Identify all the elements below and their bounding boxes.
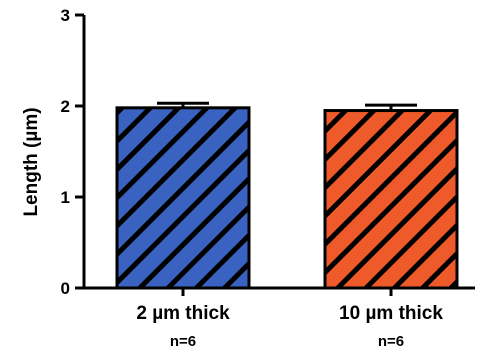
bar-1	[115, 106, 251, 290]
error-bars-group	[157, 101, 417, 111]
y-axis-ticks: 0 1 2 3	[61, 6, 84, 298]
sample-size-label: n=6	[170, 333, 196, 350]
x-category-label: 10 µm thick	[339, 303, 443, 324]
x-axis-labels: 2 µm thick n=6 10 µm thick n=6	[136, 288, 443, 350]
y-tick-label: 0	[61, 279, 70, 298]
sample-size-label: n=6	[378, 333, 404, 350]
y-axis-title: Length (µm)	[21, 107, 42, 216]
y-tick-label: 2	[61, 97, 70, 116]
x-category-label: 2 µm thick	[136, 303, 230, 324]
bar-2	[323, 109, 459, 290]
y-tick-label: 1	[61, 188, 70, 207]
y-tick-label: 3	[61, 6, 70, 25]
bars-group	[115, 106, 459, 290]
